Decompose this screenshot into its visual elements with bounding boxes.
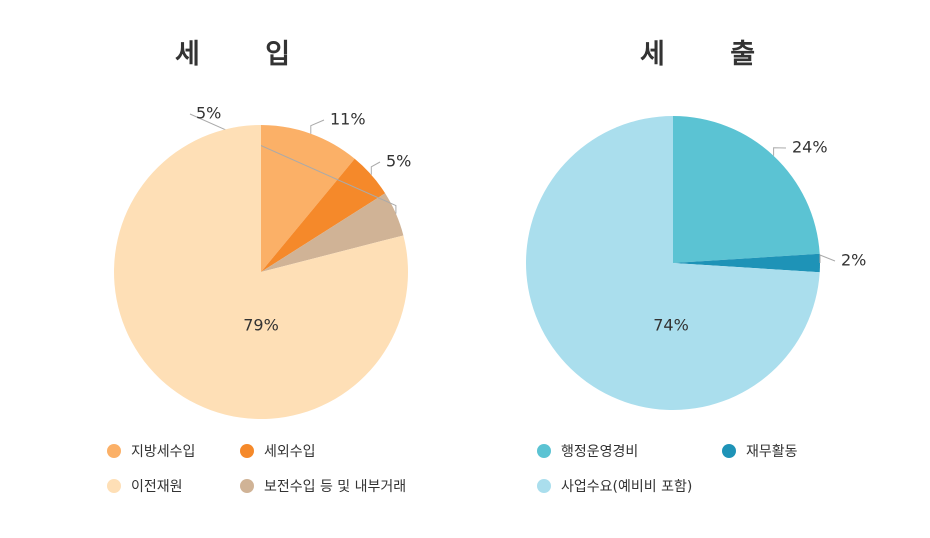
pie-slice xyxy=(673,253,821,273)
legend-swatch xyxy=(107,479,121,493)
legend-swatch xyxy=(537,479,551,493)
legend-label: 지방세수입 xyxy=(131,444,196,460)
label-leader-line xyxy=(310,119,325,134)
label-leader-line xyxy=(370,161,381,175)
slice-label: 11% xyxy=(330,110,366,129)
slice-label: 2% xyxy=(841,251,866,270)
label-leader-line xyxy=(819,254,836,263)
legend-label: 세외수입 xyxy=(264,444,316,460)
legend-label: 행정운영경비 xyxy=(561,444,639,460)
legend-swatch xyxy=(722,444,736,458)
legend-item: 재무활동 xyxy=(722,441,798,461)
legend-label: 이전재원 xyxy=(131,479,183,495)
slice-label: 79% xyxy=(243,316,279,335)
pie-slice xyxy=(261,193,404,272)
pie-slice xyxy=(113,125,408,419)
legend-swatch xyxy=(240,479,254,493)
legend-label: 사업수요(예비비 포함) xyxy=(561,479,693,495)
legend-item: 보전수입 등 및 내부거래 xyxy=(240,476,406,496)
legend-item: 사업수요(예비비 포함) xyxy=(537,476,692,496)
legend-item: 이전재원 xyxy=(107,476,183,496)
legend-item: 행정운영경비 xyxy=(537,441,638,461)
pie-slice xyxy=(261,125,355,272)
expenditure-pie-chart: 24% 2% 74% xyxy=(526,116,866,410)
legend-swatch xyxy=(107,444,121,458)
pie-slice xyxy=(526,116,820,410)
pie-slice xyxy=(673,116,820,263)
slice-label: 74% xyxy=(653,316,689,335)
legend-label: 재무활동 xyxy=(746,444,798,460)
chart-title: 세 입 xyxy=(174,39,319,70)
label-leader-line xyxy=(773,147,787,156)
slice-label: 5% xyxy=(386,152,411,171)
legend-item: 지방세수입 xyxy=(107,441,195,461)
legend-item: 세외수입 xyxy=(240,441,316,461)
slice-label: 24% xyxy=(792,138,828,157)
slice-label: 5% xyxy=(196,104,221,123)
legend-label: 보전수입 등 및 내부거래 xyxy=(264,479,407,495)
chart-title: 세 출 xyxy=(639,39,784,70)
revenue-pie-chart: 11% 5% 5% 79% xyxy=(113,104,411,419)
legend-swatch xyxy=(240,444,254,458)
legend-swatch xyxy=(537,444,551,458)
